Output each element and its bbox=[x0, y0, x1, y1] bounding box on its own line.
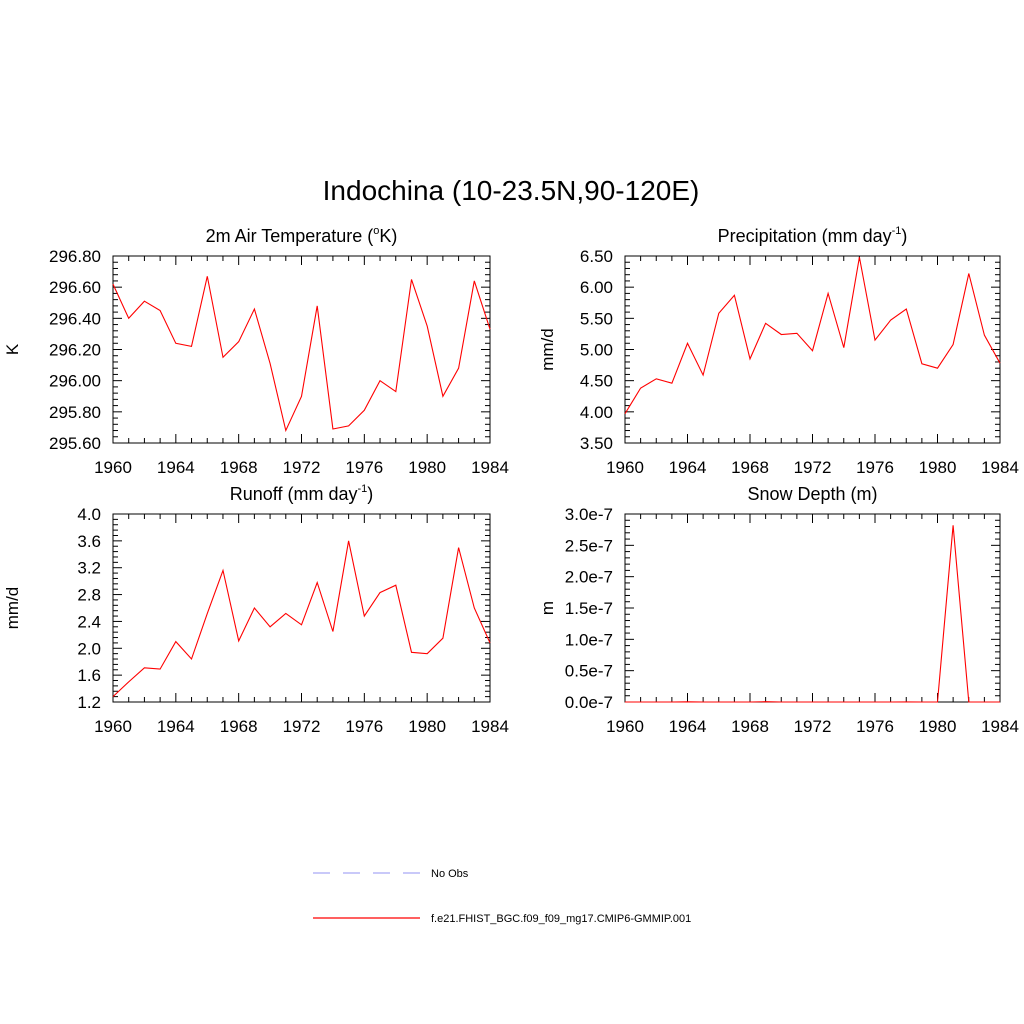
panel-4: 1960 1964 1968 1972 1976 1980 1984 0.0e-7 0.5e-7… bbox=[538, 484, 1019, 736]
legend-label: No Obs bbox=[431, 868, 469, 880]
y-axis-label: K bbox=[3, 343, 22, 355]
panel-3: 1960 1964 1968 1972 1976 1980 1984 1.2 1.6 2.0 2.4… bbox=[3, 483, 509, 736]
series-line bbox=[112, 276, 491, 433]
x-tick-label: 1980 bbox=[408, 458, 446, 477]
y-tick-label: 1.2 bbox=[77, 693, 101, 712]
panel-title: 2m Air Temperature (oK) bbox=[206, 225, 398, 246]
plot-frame bbox=[112, 513, 491, 703]
x-tick-label: 1972 bbox=[283, 458, 321, 477]
series-line bbox=[624, 257, 1001, 414]
y-tick-label: 6.00 bbox=[580, 278, 613, 297]
y-tick-label: 3.0e-7 bbox=[565, 505, 613, 524]
panel-title: Snow Depth (m) bbox=[747, 484, 877, 504]
y-tick-label: 296.40 bbox=[49, 309, 101, 328]
y-tick-label: 5.00 bbox=[580, 341, 613, 360]
x-tick-label: 1972 bbox=[794, 458, 832, 477]
x-tick-label: 1984 bbox=[981, 717, 1019, 736]
x-tick-label: 1980 bbox=[919, 458, 957, 477]
x-tick-label: 1960 bbox=[606, 717, 644, 736]
x-tick-label: 1984 bbox=[981, 458, 1019, 477]
y-axis-label: m bbox=[538, 601, 557, 615]
y-tick-label: 0.5e-7 bbox=[565, 662, 613, 681]
x-tick-label: 1976 bbox=[345, 458, 383, 477]
x-tick-label: 1976 bbox=[345, 717, 383, 736]
y-axis-label: mm/d bbox=[3, 587, 22, 630]
y-tick-label: 4.00 bbox=[580, 403, 613, 422]
y-tick-label: 4.50 bbox=[580, 372, 613, 391]
y-tick-label: 1.0e-7 bbox=[565, 630, 613, 649]
y-tick-label: 1.6 bbox=[77, 666, 101, 685]
panel-title: Precipitation (mm day-1) bbox=[718, 225, 908, 246]
panels: 1960 1964 1968 1972 1976 1980 1984 295.60 295.80… bbox=[3, 225, 1019, 736]
y-tick-label: 296.20 bbox=[49, 341, 101, 360]
x-tick-label: 1964 bbox=[157, 458, 195, 477]
series-line bbox=[625, 525, 1000, 703]
y-tick-label: 295.60 bbox=[49, 434, 101, 453]
y-tick-label: 296.00 bbox=[49, 372, 101, 391]
x-tick-label: 1984 bbox=[471, 458, 509, 477]
y-tick-label: 1.5e-7 bbox=[565, 599, 613, 618]
y-tick-label: 3.50 bbox=[580, 434, 613, 453]
plot-frame bbox=[112, 255, 491, 444]
x-tick-label: 1964 bbox=[669, 458, 707, 477]
x-tick-label: 1960 bbox=[606, 458, 644, 477]
series-line bbox=[112, 540, 491, 698]
y-tick-label: 2.4 bbox=[77, 612, 101, 631]
x-tick-label: 1972 bbox=[794, 717, 832, 736]
x-tick-label: 1976 bbox=[856, 458, 894, 477]
y-tick-label: 2.5e-7 bbox=[565, 536, 613, 555]
figure-title: Indochina (10-23.5N,90-120E) bbox=[323, 175, 700, 206]
legend-label: f.e21.FHIST_BGC.f09_f09_mg17.CMIP6-GMMIP… bbox=[431, 913, 691, 925]
x-tick-label: 1980 bbox=[408, 717, 446, 736]
y-tick-label: 0.0e-7 bbox=[565, 693, 613, 712]
x-tick-label: 1960 bbox=[94, 717, 132, 736]
y-axis-label: mm/d bbox=[538, 328, 557, 371]
x-tick-label: 1984 bbox=[471, 717, 509, 736]
x-tick-label: 1968 bbox=[731, 458, 769, 477]
x-tick-label: 1972 bbox=[283, 717, 321, 736]
x-tick-label: 1964 bbox=[157, 717, 195, 736]
y-tick-label: 4.0 bbox=[77, 505, 101, 524]
y-tick-label: 2.0 bbox=[77, 639, 101, 658]
panel-1: 1960 1964 1968 1972 1976 1980 1984 295.60 295.80… bbox=[3, 225, 509, 477]
legend: No Obs f.e21.FHIST_BGC.f09_f09_mg17.CMIP6… bbox=[313, 868, 691, 925]
x-tick-label: 1976 bbox=[856, 717, 894, 736]
panel-title: Runoff (mm day-1) bbox=[230, 483, 374, 504]
x-tick-label: 1968 bbox=[220, 717, 258, 736]
y-tick-label: 5.50 bbox=[580, 309, 613, 328]
y-tick-label: 296.80 bbox=[49, 247, 101, 266]
y-tick-label: 2.0e-7 bbox=[565, 568, 613, 587]
y-tick-label: 3.6 bbox=[77, 532, 101, 551]
x-tick-label: 1968 bbox=[731, 717, 769, 736]
x-tick-label: 1980 bbox=[919, 717, 957, 736]
y-tick-label: 6.50 bbox=[580, 247, 613, 266]
y-tick-label: 296.60 bbox=[49, 278, 101, 297]
plot-frame bbox=[624, 513, 1001, 703]
x-tick-label: 1968 bbox=[220, 458, 258, 477]
x-tick-label: 1960 bbox=[94, 458, 132, 477]
y-tick-label: 2.8 bbox=[77, 586, 101, 605]
y-tick-label: 295.80 bbox=[49, 403, 101, 422]
panel-2: 1960 1964 1968 1972 1976 1980 1984 3.50 4.00 4.50… bbox=[538, 225, 1019, 477]
x-tick-label: 1964 bbox=[669, 717, 707, 736]
y-tick-label: 3.2 bbox=[77, 559, 101, 578]
